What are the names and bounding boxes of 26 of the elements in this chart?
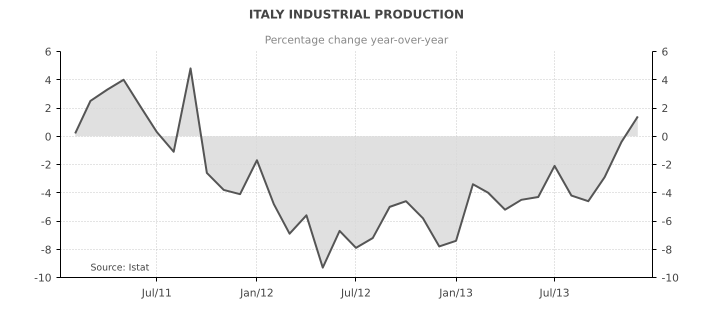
y2-tick-label: -10 <box>662 272 680 284</box>
y-tick-label: -8 <box>40 243 52 256</box>
x-tick-label: Jul/12 <box>340 286 371 300</box>
y-tick-label: -6 <box>40 215 52 228</box>
y-tick-label: -4 <box>40 186 52 200</box>
y-tick-label: 6 <box>44 46 52 58</box>
y2-tick-label: 2 <box>662 102 668 115</box>
y-tick-label: -10 <box>34 272 52 284</box>
y-tick-label: 0 <box>44 130 52 144</box>
y-tick-label: 2 <box>44 102 52 115</box>
chart-subtitle: Percentage change year-over-year <box>264 34 449 46</box>
y2-tick-label: -8 <box>662 243 672 256</box>
y2-tick-label: 4 <box>662 74 668 87</box>
annotation: Source: Istat <box>90 262 150 274</box>
y2-tick-label: 0 <box>662 130 668 144</box>
x-tick-label: Jul/13 <box>538 286 570 300</box>
x-tick-label: Jul/11 <box>140 286 172 300</box>
y2-tick-label: -4 <box>662 186 672 200</box>
y-tick-label: 4 <box>44 74 52 87</box>
x-tick-label: Jan/12 <box>239 286 274 300</box>
x-tick-label: Jan/13 <box>438 286 473 300</box>
y2-tick-label: 6 <box>662 46 668 58</box>
y2-tick-label: -6 <box>662 215 672 228</box>
y2-tick-label: -2 <box>662 158 672 172</box>
chart-title: ITALY INDUSTRIAL PRODUCTION <box>248 8 464 22</box>
y-tick-label: -2 <box>40 158 52 172</box>
